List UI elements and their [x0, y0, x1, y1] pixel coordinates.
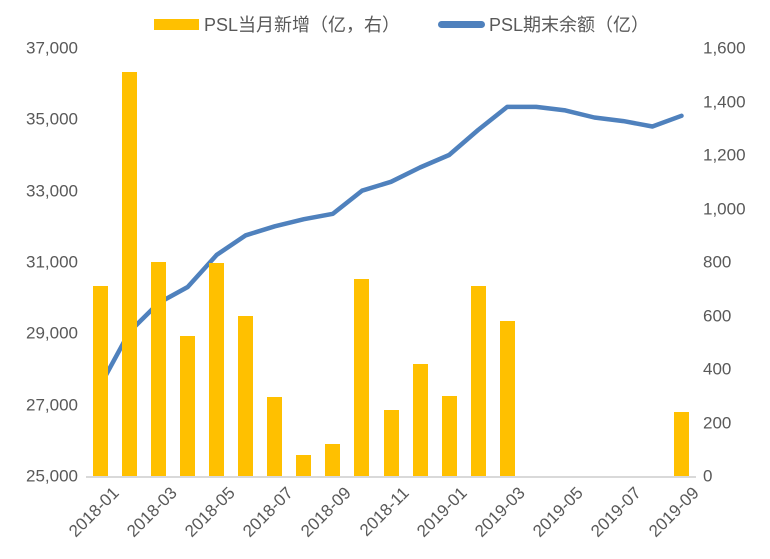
right-axis-tick-label: 600 — [703, 306, 732, 325]
x-axis-tick-label: 2019-01 — [413, 483, 471, 541]
x-axis-tick-label: 2018-05 — [180, 483, 239, 541]
monthly-new-psl-bar — [441, 395, 457, 476]
monthly-new-psl-bar — [383, 410, 399, 476]
left-axis-tick-label: 37,000 — [26, 38, 78, 58]
legend-label-bar-series: PSL当月新增（亿，右） — [204, 15, 401, 35]
x-axis-tick-label: 2019-09 — [645, 483, 704, 541]
x-axis-tick-label: 2018-09 — [297, 483, 355, 541]
right-axis-tick-label: 1,400 — [703, 92, 746, 111]
monthly-new-psl-bar — [238, 315, 254, 476]
monthly-new-psl-bar — [296, 454, 312, 476]
x-axis-tick-label: 2019-03 — [471, 483, 529, 541]
monthly-new-psl-bar — [325, 443, 341, 476]
right-axis-tick-label: 200 — [703, 413, 732, 432]
x-axis-line — [86, 476, 696, 478]
x-axis-tick-label: 2018-07 — [238, 483, 297, 541]
left-axis-tick-label: 29,000 — [26, 323, 78, 343]
monthly-new-psl-bar — [93, 286, 109, 476]
monthly-new-psl-bar — [470, 286, 486, 476]
left-axis-tick-label: 35,000 — [26, 109, 78, 129]
bar-series-swatch-icon — [154, 18, 199, 30]
x-axis-tick-label: 2018-11 — [356, 483, 413, 540]
balance-line-series — [98, 104, 684, 388]
legend-item-line-series: PSL期末余额（亿） — [438, 11, 649, 37]
monthly-new-psl-bar — [354, 279, 370, 476]
monthly-new-psl-bar — [267, 397, 283, 476]
right-axis-tick-label: 1,600 — [703, 38, 746, 58]
line-series-swatch-icon — [438, 20, 486, 28]
monthly-new-psl-bar — [122, 72, 138, 476]
right-axis-tick-label: 400 — [703, 359, 732, 379]
legend-label-line-series: PSL期末余额（亿） — [489, 15, 650, 35]
legend-item-bar-series: PSL当月新增（亿，右） — [154, 11, 400, 37]
x-axis-tick-label: 2019-07 — [587, 483, 646, 541]
left-axis-tick-label: 25,000 — [26, 466, 78, 486]
x-axis-tick-label: 2019-05 — [529, 483, 588, 541]
left-axis-tick-label: 27,000 — [26, 395, 78, 415]
monthly-new-psl-bar — [673, 411, 689, 476]
left-axis-tick-label: 33,000 — [26, 181, 78, 201]
left-axis-tick-label: 31,000 — [26, 252, 78, 272]
x-axis-tick-label: 2018-01 — [64, 483, 123, 541]
plot-area — [86, 48, 696, 476]
monthly-new-psl-bar — [209, 263, 225, 476]
chart-legend: PSL当月新增（亿，右） PSL期末余额（亿） — [154, 11, 649, 37]
psl-balance-line — [98, 104, 684, 388]
right-axis-tick-label: 800 — [703, 252, 732, 272]
right-axis-tick-label: 0 — [703, 466, 713, 486]
monthly-new-psl-bar — [499, 320, 515, 476]
monthly-new-psl-bar — [412, 363, 428, 476]
x-axis-tick-label: 2018-03 — [122, 483, 181, 541]
monthly-new-psl-bar — [180, 335, 196, 476]
right-axis-tick-label: 1,200 — [703, 145, 746, 165]
right-axis-tick-label: 1,000 — [703, 199, 746, 218]
monthly-new-psl-bar — [151, 262, 167, 476]
